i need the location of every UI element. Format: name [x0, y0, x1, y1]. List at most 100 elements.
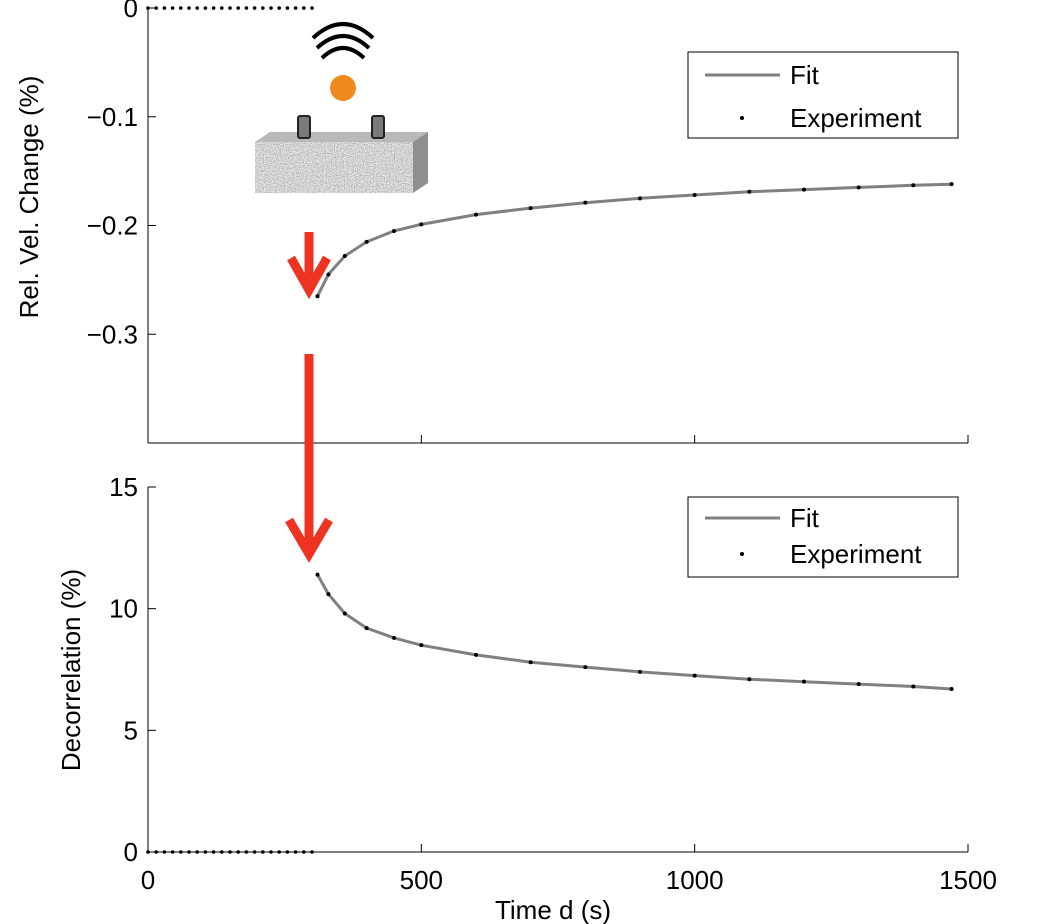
top-baseline-point: [154, 6, 158, 10]
bot-baseline-point: [146, 850, 150, 854]
rock-sample-icon: [255, 132, 428, 193]
top-baseline-point: [310, 6, 314, 10]
bot-experiment-point: [474, 652, 478, 657]
bot-experiment-point: [326, 592, 331, 597]
bot-baseline-point: [154, 850, 158, 854]
decorrelation-panel: 0 5 10 15 0 500 1000 1500 Decorrelation (%) Ti…: [56, 472, 997, 924]
top-baseline-point: [302, 6, 306, 10]
top-baseline-point: [211, 6, 216, 10]
bottom-x-axis-label: Time d (s): [495, 895, 611, 924]
top-experiment-points: [315, 182, 954, 299]
bot-baseline-point: [302, 850, 306, 854]
top-legend-fit-label: Fit: [790, 60, 820, 90]
bot-baseline-point: [252, 850, 257, 854]
experiment-illustration: [255, 22, 428, 193]
top-baseline-point: [293, 6, 298, 10]
bot-baseline-point: [179, 850, 183, 854]
top-experiment-point: [342, 253, 347, 258]
bot-x-tick-label: 0: [141, 865, 155, 895]
top-baseline-point: [162, 6, 167, 10]
source-ball-icon: [330, 75, 356, 101]
bot-baseline-point: [269, 850, 273, 854]
bot-experiment-point: [911, 684, 916, 689]
top-baseline-point: [170, 6, 175, 10]
top-experiment-point: [528, 206, 533, 211]
red-arrows: [285, 232, 333, 563]
top-baseline-point: [179, 6, 183, 10]
top-baseline-point: [146, 6, 150, 10]
bottom-y-axis-label: Decorrelation (%): [56, 569, 86, 771]
bot-baseline-point: [277, 850, 282, 854]
bot-baseline-point: [170, 850, 175, 854]
top-experiment-point: [911, 183, 916, 188]
bot-experiment-point: [315, 572, 320, 577]
bot-experiment-point: [364, 626, 369, 631]
bot-experiment-point: [692, 673, 697, 678]
bottom-experiment-points: [315, 572, 954, 691]
bot-baseline-point: [310, 850, 314, 854]
bot-experiment-point: [802, 679, 806, 684]
top-experiment-point: [856, 185, 861, 190]
top-baseline-point: [285, 6, 290, 10]
top-baseline-point: [228, 6, 232, 10]
bot-experiment-point: [638, 669, 642, 674]
bot-baseline-point: [236, 850, 240, 854]
bot-baseline-point: [187, 850, 191, 854]
bot-y-tick-label: 5: [124, 715, 138, 745]
bottom-legend-experiment-swatch: [740, 552, 744, 556]
top-y-tick-label: −0.3: [87, 319, 138, 349]
bot-x-tick-label: 500: [400, 865, 443, 895]
top-y-ticks: 0 −0.1 −0.2 −0.3: [87, 0, 156, 349]
top-x-ticks: [147, 435, 969, 443]
top-baseline-point: [269, 6, 273, 10]
top-experiment-point: [949, 182, 954, 187]
top-baseline-point: [277, 6, 282, 10]
bottom-legend-experiment-label: Experiment: [790, 539, 922, 569]
top-baseline-point: [261, 6, 265, 10]
top-legend-experiment-swatch: [740, 116, 744, 120]
bottom-fit-line: [316, 573, 952, 691]
bot-experiment-point: [528, 660, 533, 665]
velocity-change-panel: 0 −0.1 −0.2 −0.3 Rel. Vel. Change (%) Fit E…: [14, 0, 969, 444]
top-experiment-point: [583, 200, 588, 205]
top-baseline-point: [187, 6, 191, 10]
bottom-legend-box: [687, 496, 959, 578]
arrow-down-icon: [287, 232, 331, 300]
bot-x-tick-label: 1500: [939, 865, 997, 895]
bot-x-tick-label: 1000: [666, 865, 724, 895]
top-legend-experiment-label: Experiment: [790, 103, 922, 133]
bot-experiment-point: [747, 677, 752, 682]
bottom-baseline-dots: [146, 850, 314, 854]
top-experiment-point: [392, 228, 396, 233]
bot-baseline-point: [285, 850, 290, 854]
top-experiment-point: [474, 212, 478, 217]
sensor-icon: [297, 115, 385, 139]
wave-source-icon: [311, 22, 375, 60]
top-experiment-point: [364, 239, 369, 244]
bot-y-tick-label: 15: [109, 472, 138, 502]
bot-y-tick-label: 10: [109, 594, 138, 624]
top-y-axis-label: Rel. Vel. Change (%): [14, 76, 44, 319]
bot-baseline-point: [228, 850, 232, 854]
bot-baseline-point: [293, 850, 298, 854]
top-experiment-point: [747, 189, 752, 194]
top-baseline-point: [195, 6, 199, 10]
top-experiment-point: [638, 196, 642, 201]
arrow-down-icon: [285, 354, 333, 563]
top-y-tick-label: −0.2: [87, 211, 138, 241]
bot-experiment-point: [392, 635, 396, 640]
bottom-legend: Fit Experiment: [687, 496, 959, 578]
top-experiment-point: [692, 193, 697, 198]
top-y-tick-label: −0.1: [87, 102, 138, 132]
top-baseline-point: [220, 6, 224, 10]
top-baseline-point: [252, 6, 257, 10]
bot-baseline-point: [220, 850, 224, 854]
top-baseline-dots: [146, 6, 314, 10]
bot-experiment-point: [419, 643, 424, 648]
top-baseline-point: [203, 6, 208, 10]
bottom-y-ticks: 0 5 10 15: [109, 472, 156, 867]
top-y-tick-label: 0: [124, 0, 138, 23]
bot-baseline-point: [203, 850, 208, 854]
top-fit-line: [316, 182, 952, 297]
top-experiment-point: [802, 187, 806, 192]
